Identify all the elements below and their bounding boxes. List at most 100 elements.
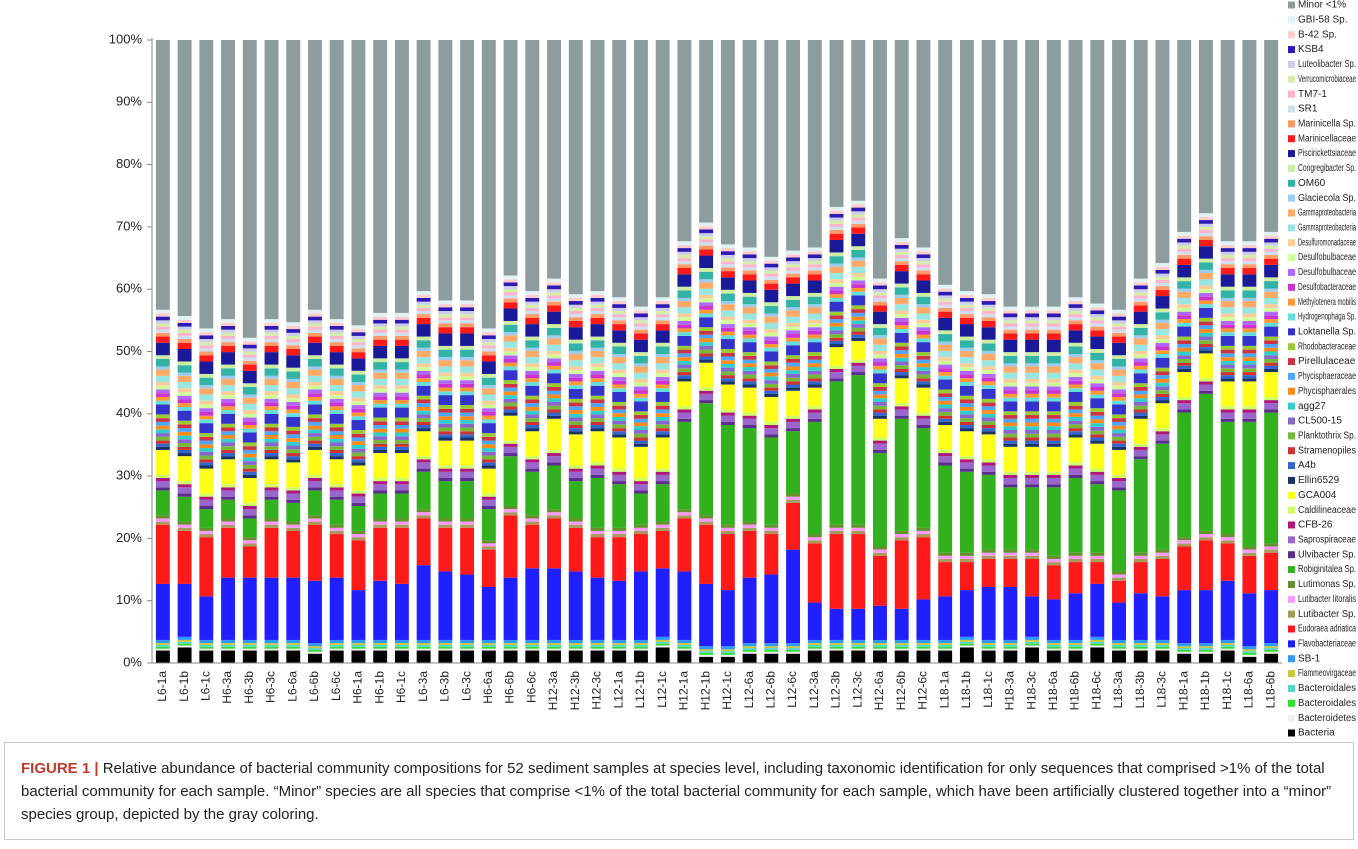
bar-segment [851, 204, 866, 208]
bar-segment [1068, 416, 1083, 421]
y-tick-label: 50% [116, 343, 142, 358]
bar-segment [916, 292, 931, 297]
bar-segment [1242, 335, 1257, 346]
bar-segment [1242, 290, 1257, 298]
bar-segment [547, 369, 561, 374]
bar-segment [742, 363, 757, 368]
bar-segment [1025, 446, 1040, 472]
bar-segment [938, 379, 953, 390]
bar-segment [829, 252, 844, 257]
bar-segment [481, 549, 496, 587]
bar-segment [286, 453, 301, 457]
x-tick-label: H18-6b [1068, 671, 1082, 711]
bar-segment [221, 402, 236, 407]
bar-segment [894, 365, 909, 369]
x-tick-label: L12-3b [829, 671, 843, 709]
bar-segment [655, 424, 670, 429]
bar-segment [568, 360, 583, 367]
bar-segment [873, 409, 887, 413]
bar-segment [1046, 306, 1061, 311]
bar-segment [612, 369, 627, 374]
bar-segment [1068, 342, 1083, 347]
bar-segment [286, 456, 301, 460]
legend-swatch [1288, 209, 1295, 217]
bar-segment [155, 436, 170, 441]
bar-segment [394, 425, 409, 429]
bar-segment [699, 362, 714, 388]
bar-segment [720, 590, 735, 647]
bar-segment [742, 425, 757, 429]
bar-segment [612, 301, 627, 305]
bar-segment [177, 420, 192, 425]
bar-segment [416, 385, 431, 396]
bar-segment [720, 534, 735, 591]
bar-segment [873, 412, 887, 416]
bar-segment [1242, 646, 1257, 650]
bar-segment [851, 246, 866, 250]
bar-segment [677, 518, 692, 572]
bar-segment [460, 304, 475, 308]
legend-label: Phycisphaeraceae [1298, 371, 1356, 382]
bar-segment [438, 366, 453, 373]
bar-segment [438, 465, 453, 469]
bar-segment [938, 408, 953, 412]
bar-segment [1003, 415, 1018, 419]
bar-segment [764, 40, 779, 257]
bar-segment [633, 493, 648, 525]
bar-segment [699, 403, 714, 516]
bar-segment [547, 453, 561, 457]
bar-segment [764, 267, 779, 271]
bar-segment [460, 431, 475, 435]
bar-segment [742, 381, 757, 385]
x-tick-label: L6-6c [329, 671, 343, 701]
bar-segment [264, 342, 279, 346]
bar-segment [1264, 326, 1279, 337]
bar-segment [829, 206, 844, 211]
bar-segment [981, 549, 996, 553]
legend-swatch [1288, 268, 1295, 276]
bar-segment [329, 40, 344, 320]
bar-segment [764, 437, 779, 525]
bar-segment [351, 639, 366, 644]
bar-segment [1112, 323, 1126, 327]
bar-segment [677, 406, 692, 410]
bar-segment [221, 499, 236, 519]
bar-segment [438, 423, 453, 428]
bar-segment [460, 471, 475, 478]
bar-segment [699, 649, 714, 652]
bar-segment [155, 474, 170, 478]
bar-segment [938, 552, 953, 556]
bar-segment [547, 354, 561, 359]
bar-segment [938, 360, 953, 365]
bar-segment [286, 499, 301, 503]
bar-segment [829, 266, 844, 274]
bar-segment [807, 543, 822, 603]
bar-segment [242, 471, 257, 475]
bar-segment [568, 402, 583, 407]
bar-segment [742, 307, 757, 314]
bar-segment [916, 254, 931, 259]
bar-segment [873, 443, 887, 450]
bar-segment [938, 400, 953, 405]
bar-segment [373, 362, 388, 370]
bar-segment [742, 649, 757, 652]
bar-segment [894, 271, 909, 284]
bar-segment [612, 650, 627, 663]
bar-segment [1220, 644, 1235, 647]
bar-segment [851, 648, 866, 651]
bar-segment [720, 320, 735, 325]
bar-segment [959, 558, 974, 563]
bar-segment [655, 391, 670, 402]
bar-segment [894, 361, 909, 366]
bar-segment [264, 410, 279, 414]
bar-segment [894, 368, 909, 373]
bar-segment [959, 399, 974, 404]
bar-segment [677, 381, 692, 407]
bar-segment [1155, 639, 1170, 644]
bar-segment [264, 339, 279, 343]
bar-segment [633, 363, 648, 367]
bar-segment [764, 372, 779, 377]
bar-segment [394, 339, 409, 346]
bar-segment [177, 335, 192, 340]
bar-segment [394, 639, 409, 644]
